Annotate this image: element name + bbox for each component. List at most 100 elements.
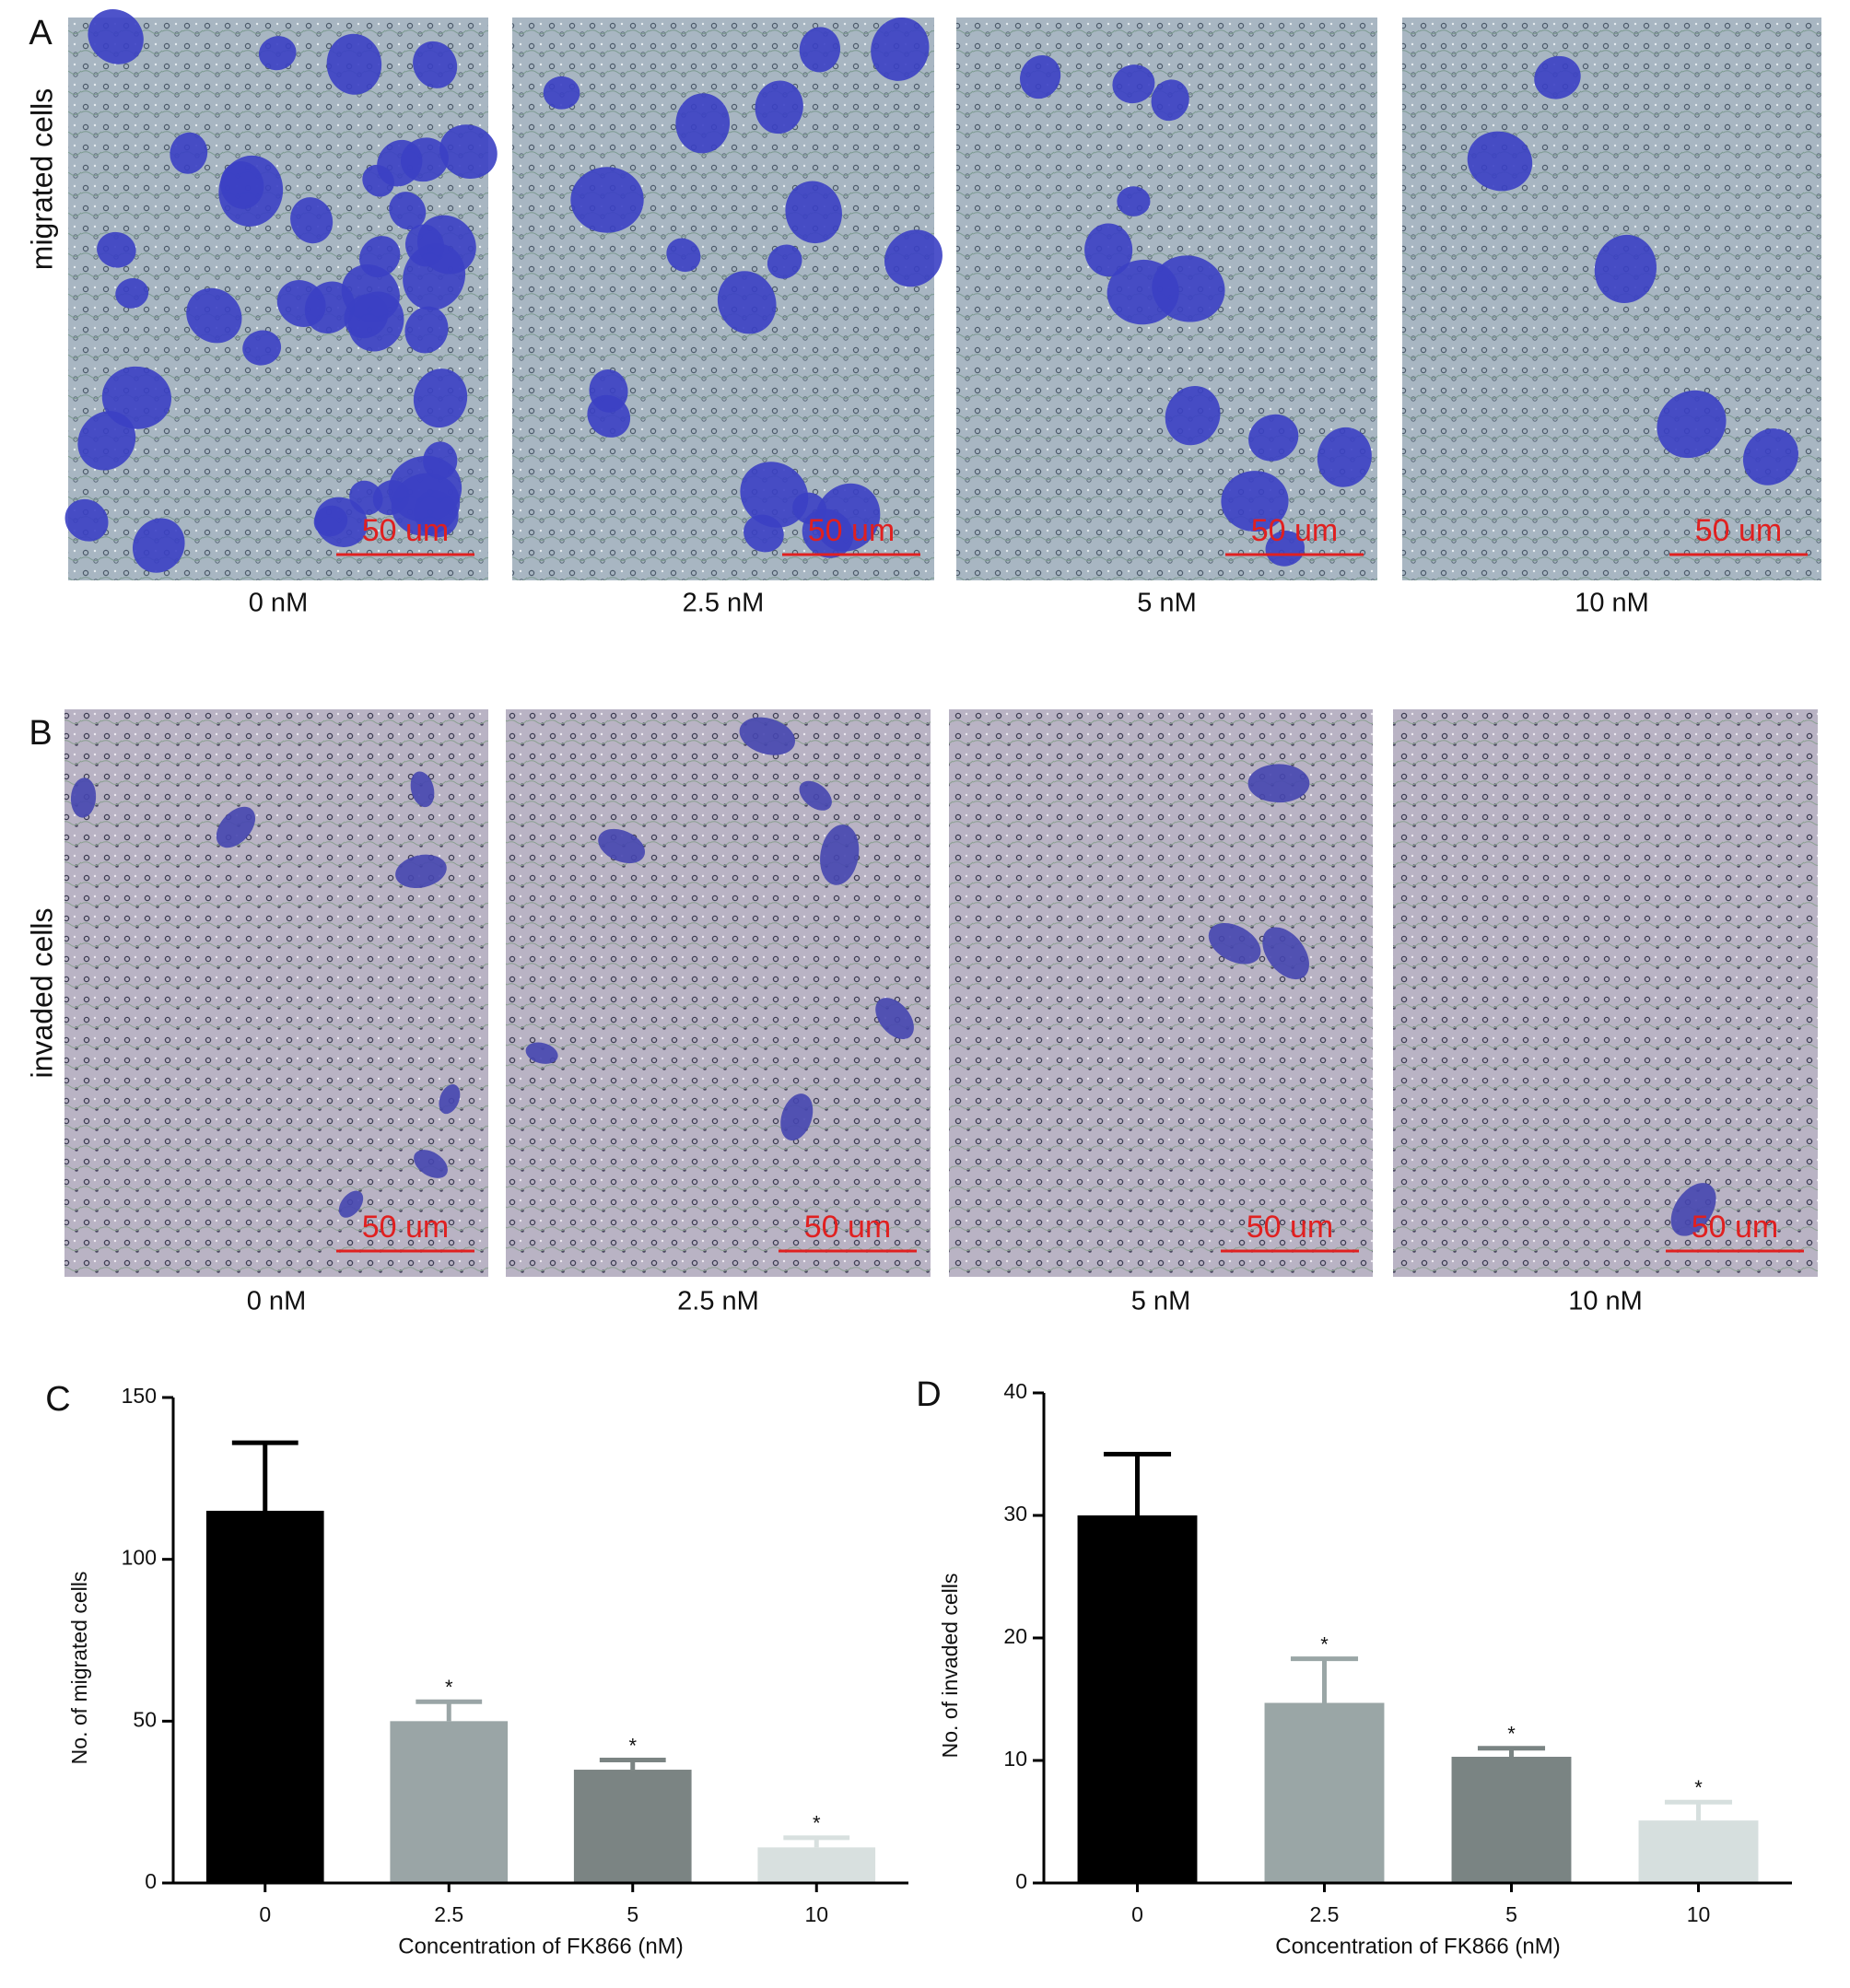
micrograph-field: [64, 709, 488, 1277]
x-tick-label: 2.5: [1310, 1902, 1340, 1926]
image-caption: 0 nM: [249, 589, 308, 618]
stained-cell: [186, 287, 242, 344]
stained-cell: [313, 505, 348, 537]
stained-cell: [543, 76, 580, 110]
stained-cell: [717, 271, 777, 334]
stained-cell: [326, 33, 382, 95]
panel-label: B: [29, 714, 52, 753]
micrograph: 50 um: [1393, 709, 1818, 1277]
y-tick-label: 150: [122, 1384, 157, 1408]
stained-cell: [589, 369, 628, 413]
bar: [205, 1510, 324, 1883]
stained-cell: [799, 27, 841, 73]
bar: [573, 1770, 692, 1883]
x-tick-label: 5: [1505, 1902, 1517, 1926]
stained-cell: [170, 132, 208, 174]
stained-cell: [88, 9, 144, 64]
panel-label: A: [29, 14, 53, 53]
panel-label: C: [45, 1380, 70, 1419]
stained-cell: [1084, 223, 1133, 277]
stained-cell: [799, 780, 832, 811]
stained-cell: [1208, 923, 1261, 965]
stained-cell: [739, 717, 796, 755]
micrograph: 50 um: [1402, 18, 1821, 580]
panel-label: D: [916, 1375, 941, 1414]
stained-cell: [666, 238, 701, 273]
bar: [757, 1847, 876, 1883]
scale-bar-label: 50 um: [362, 1210, 450, 1245]
x-axis-title: Concentration of FK866 (nM): [1275, 1934, 1560, 1959]
x-axis-title: Concentration of FK866 (nM): [398, 1934, 683, 1959]
significance-mark: *: [1507, 1723, 1516, 1746]
micrograph: 50 um: [512, 17, 943, 580]
bar: [1638, 1820, 1759, 1883]
stained-cell: [1112, 64, 1155, 104]
micrograph: 50 um: [506, 709, 931, 1277]
y-axis-title: No. of invaded cells: [938, 1573, 962, 1759]
stained-cell: [780, 1093, 814, 1140]
stained-cell: [439, 1084, 461, 1115]
stained-cell: [525, 1042, 558, 1064]
stained-cell: [1151, 79, 1189, 122]
x-tick-label: 10: [1687, 1902, 1711, 1926]
significance-mark: *: [1694, 1776, 1703, 1799]
stained-cell: [404, 306, 449, 354]
micrograph-field: [506, 709, 931, 1277]
y-tick-label: 100: [122, 1546, 157, 1570]
x-tick-label: 2.5: [434, 1902, 463, 1926]
stained-cell: [1534, 55, 1581, 99]
scale-bar-label: 50 um: [804, 1210, 892, 1245]
scale-bar-label: 50 um: [362, 513, 450, 548]
scale-bar-label: 50 um: [1247, 1210, 1334, 1245]
bar: [1264, 1702, 1385, 1883]
stained-cell: [410, 771, 435, 808]
significance-mark: *: [628, 1734, 637, 1757]
micrograph: 50 um: [64, 9, 498, 580]
image-caption: 10 nM: [1568, 1287, 1643, 1316]
image-caption: 5 nM: [1137, 589, 1196, 618]
stained-cell: [388, 455, 462, 522]
stained-cell: [1467, 131, 1533, 192]
stained-cell: [242, 330, 282, 366]
stained-cell: [290, 197, 334, 244]
stained-cell: [70, 778, 97, 818]
stained-cell: [97, 231, 136, 268]
bar: [1451, 1757, 1572, 1883]
image-caption: 5 nM: [1131, 1287, 1190, 1316]
stained-cell: [1117, 186, 1151, 216]
image-caption: 10 nM: [1575, 589, 1649, 618]
stained-cell: [1317, 427, 1372, 487]
significance-mark: *: [813, 1812, 821, 1835]
image-caption: 2.5 nM: [683, 589, 765, 618]
stained-cell: [570, 167, 644, 233]
stained-cell: [359, 236, 401, 278]
stained-cell: [439, 124, 498, 179]
micrograph-field: [949, 709, 1373, 1277]
stained-cell: [875, 998, 914, 1040]
stained-cell: [1657, 390, 1727, 459]
stained-cell: [871, 17, 930, 81]
stained-cell: [820, 824, 860, 885]
bar: [390, 1721, 509, 1883]
y-tick-label: 40: [1003, 1379, 1027, 1403]
stained-cell: [132, 518, 185, 573]
stained-cell: [362, 164, 394, 197]
scale-bar-label: 50 um: [808, 513, 896, 548]
stained-cell: [814, 483, 881, 552]
stained-cell: [258, 36, 297, 71]
stained-cell: [414, 1150, 448, 1178]
stained-cell: [220, 161, 264, 209]
x-tick-label: 0: [259, 1902, 271, 1926]
stained-cell: [1020, 55, 1061, 99]
stained-cell: [1248, 414, 1299, 462]
stained-cell: [744, 514, 784, 553]
stained-cell: [413, 41, 458, 88]
micrograph: 50 um: [64, 709, 488, 1277]
stained-cell: [1221, 471, 1289, 532]
stained-cell: [389, 192, 427, 230]
x-tick-label: 10: [804, 1902, 828, 1926]
micrograph: 50 um: [949, 709, 1373, 1277]
x-tick-label: 0: [1131, 1902, 1143, 1926]
stained-cell: [1262, 927, 1309, 980]
